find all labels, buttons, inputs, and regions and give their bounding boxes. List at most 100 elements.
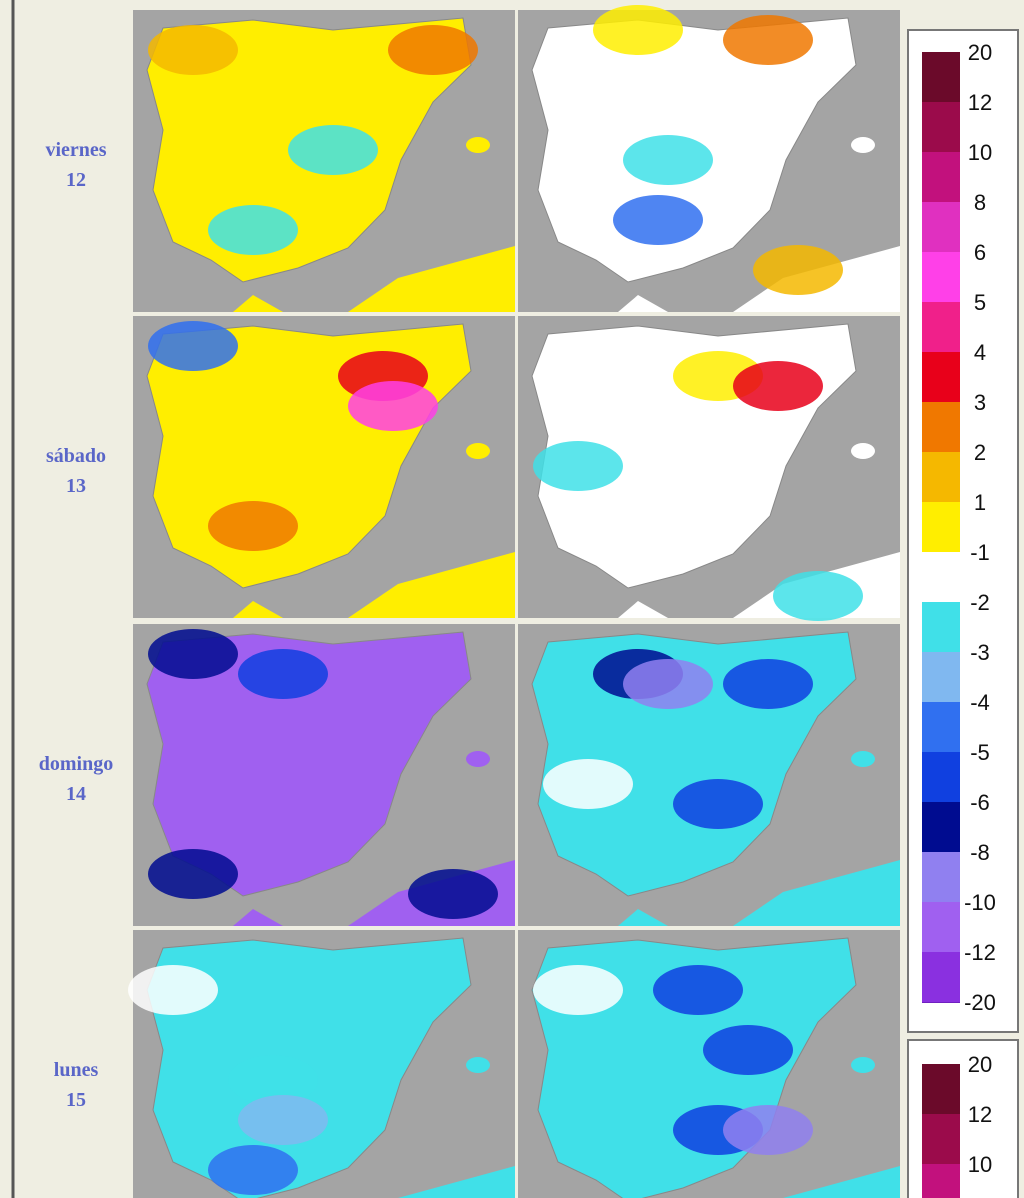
legend-label: 20 xyxy=(968,1052,992,1077)
legend-label: -12 xyxy=(964,940,996,965)
legend-label: 4 xyxy=(974,340,986,365)
island xyxy=(851,137,875,153)
legend-label: -6 xyxy=(970,790,990,815)
legend-swatch xyxy=(922,652,960,702)
anomaly-area xyxy=(228,1055,318,1105)
legend-label: 5 xyxy=(974,290,986,315)
anomaly-area xyxy=(533,965,623,1015)
legend-label: 1 xyxy=(974,490,986,515)
anomaly-area xyxy=(733,361,823,411)
legend-swatch xyxy=(922,1164,960,1198)
anomaly-area xyxy=(148,849,238,899)
anomaly-area xyxy=(703,1025,793,1075)
legend-swatch xyxy=(922,352,960,402)
anomaly-area xyxy=(623,135,713,185)
legend-swatch xyxy=(922,1064,960,1114)
legend-label: -4 xyxy=(970,690,990,715)
legend-label: -1 xyxy=(970,540,990,565)
anomaly-area xyxy=(208,205,298,255)
legend-label: -10 xyxy=(964,890,996,915)
anomaly-area xyxy=(723,15,813,65)
land xyxy=(146,631,472,897)
row-date: 13 xyxy=(66,475,86,497)
anomaly-area xyxy=(208,501,298,551)
legend-swatch xyxy=(922,252,960,302)
map-panel xyxy=(518,5,900,312)
anomaly-area xyxy=(723,659,813,709)
anomaly-area xyxy=(148,321,238,371)
row-day: viernes xyxy=(45,139,106,161)
legend-label: 20 xyxy=(968,40,992,65)
map-panel xyxy=(518,316,900,621)
island xyxy=(466,137,490,153)
africa xyxy=(783,1166,900,1198)
legend-label: -3 xyxy=(970,640,990,665)
row-date: 12 xyxy=(66,169,86,191)
anomaly-area xyxy=(148,25,238,75)
legend-label: 6 xyxy=(974,240,986,265)
legend-swatch xyxy=(922,802,960,852)
anomaly-area xyxy=(653,965,743,1015)
row-day: lunes xyxy=(54,1059,99,1081)
island xyxy=(851,1057,875,1073)
anomaly-area xyxy=(613,195,703,245)
legend-swatch xyxy=(922,702,960,752)
legend-label: 10 xyxy=(968,1152,992,1177)
anomaly-area xyxy=(533,441,623,491)
anomaly-area xyxy=(238,649,328,699)
anomaly-area xyxy=(593,5,683,55)
anomaly-area xyxy=(208,1145,298,1195)
map-panel xyxy=(518,930,900,1198)
legend-label: 12 xyxy=(968,1102,992,1127)
legend-swatch xyxy=(922,552,960,602)
legend-swatch xyxy=(922,852,960,902)
legend-label: 10 xyxy=(968,140,992,165)
africa xyxy=(233,246,515,312)
anomaly-area xyxy=(238,1095,328,1145)
map-panel xyxy=(133,10,515,312)
anomaly-area xyxy=(543,759,633,809)
africa xyxy=(618,860,900,926)
legend-swatch xyxy=(922,302,960,352)
legend-swatch xyxy=(922,902,960,952)
anomaly-area xyxy=(128,965,218,1015)
row-date: 15 xyxy=(66,1089,86,1111)
map-panel xyxy=(518,624,900,926)
legend-label: 8 xyxy=(974,190,986,215)
anomaly-area xyxy=(288,125,378,175)
row-day: domingo xyxy=(39,753,113,775)
legend-swatch xyxy=(922,402,960,452)
legend-swatch xyxy=(922,602,960,652)
island xyxy=(851,443,875,459)
island xyxy=(466,751,490,767)
legend-swatch xyxy=(922,52,960,102)
map-panel xyxy=(133,316,515,618)
legend-swatch xyxy=(922,952,960,1002)
row-day: sábado xyxy=(46,445,106,467)
row-date: 14 xyxy=(66,783,86,805)
legend-label: -20 xyxy=(964,990,996,1015)
anomaly-area xyxy=(408,869,498,919)
island xyxy=(466,1057,490,1073)
legend-label: 3 xyxy=(974,390,986,415)
legend-swatch xyxy=(922,752,960,802)
island xyxy=(466,443,490,459)
legend-swatch xyxy=(922,1002,960,1003)
anomaly-area xyxy=(773,571,863,621)
legend-label: 2 xyxy=(974,440,986,465)
anomaly-area xyxy=(348,381,438,431)
legend-label: -5 xyxy=(970,740,990,765)
africa xyxy=(618,246,900,312)
africa xyxy=(233,552,515,618)
anomaly-area xyxy=(623,659,713,709)
legend-swatch xyxy=(922,202,960,252)
anomaly-area xyxy=(148,629,238,679)
legend-label: -8 xyxy=(970,840,990,865)
legend-swatch xyxy=(922,502,960,552)
anomaly-area xyxy=(388,25,478,75)
anomaly-area xyxy=(723,1105,813,1155)
map-panel xyxy=(133,624,515,926)
legend-label: 12 xyxy=(968,90,992,115)
anomaly-area xyxy=(673,779,763,829)
